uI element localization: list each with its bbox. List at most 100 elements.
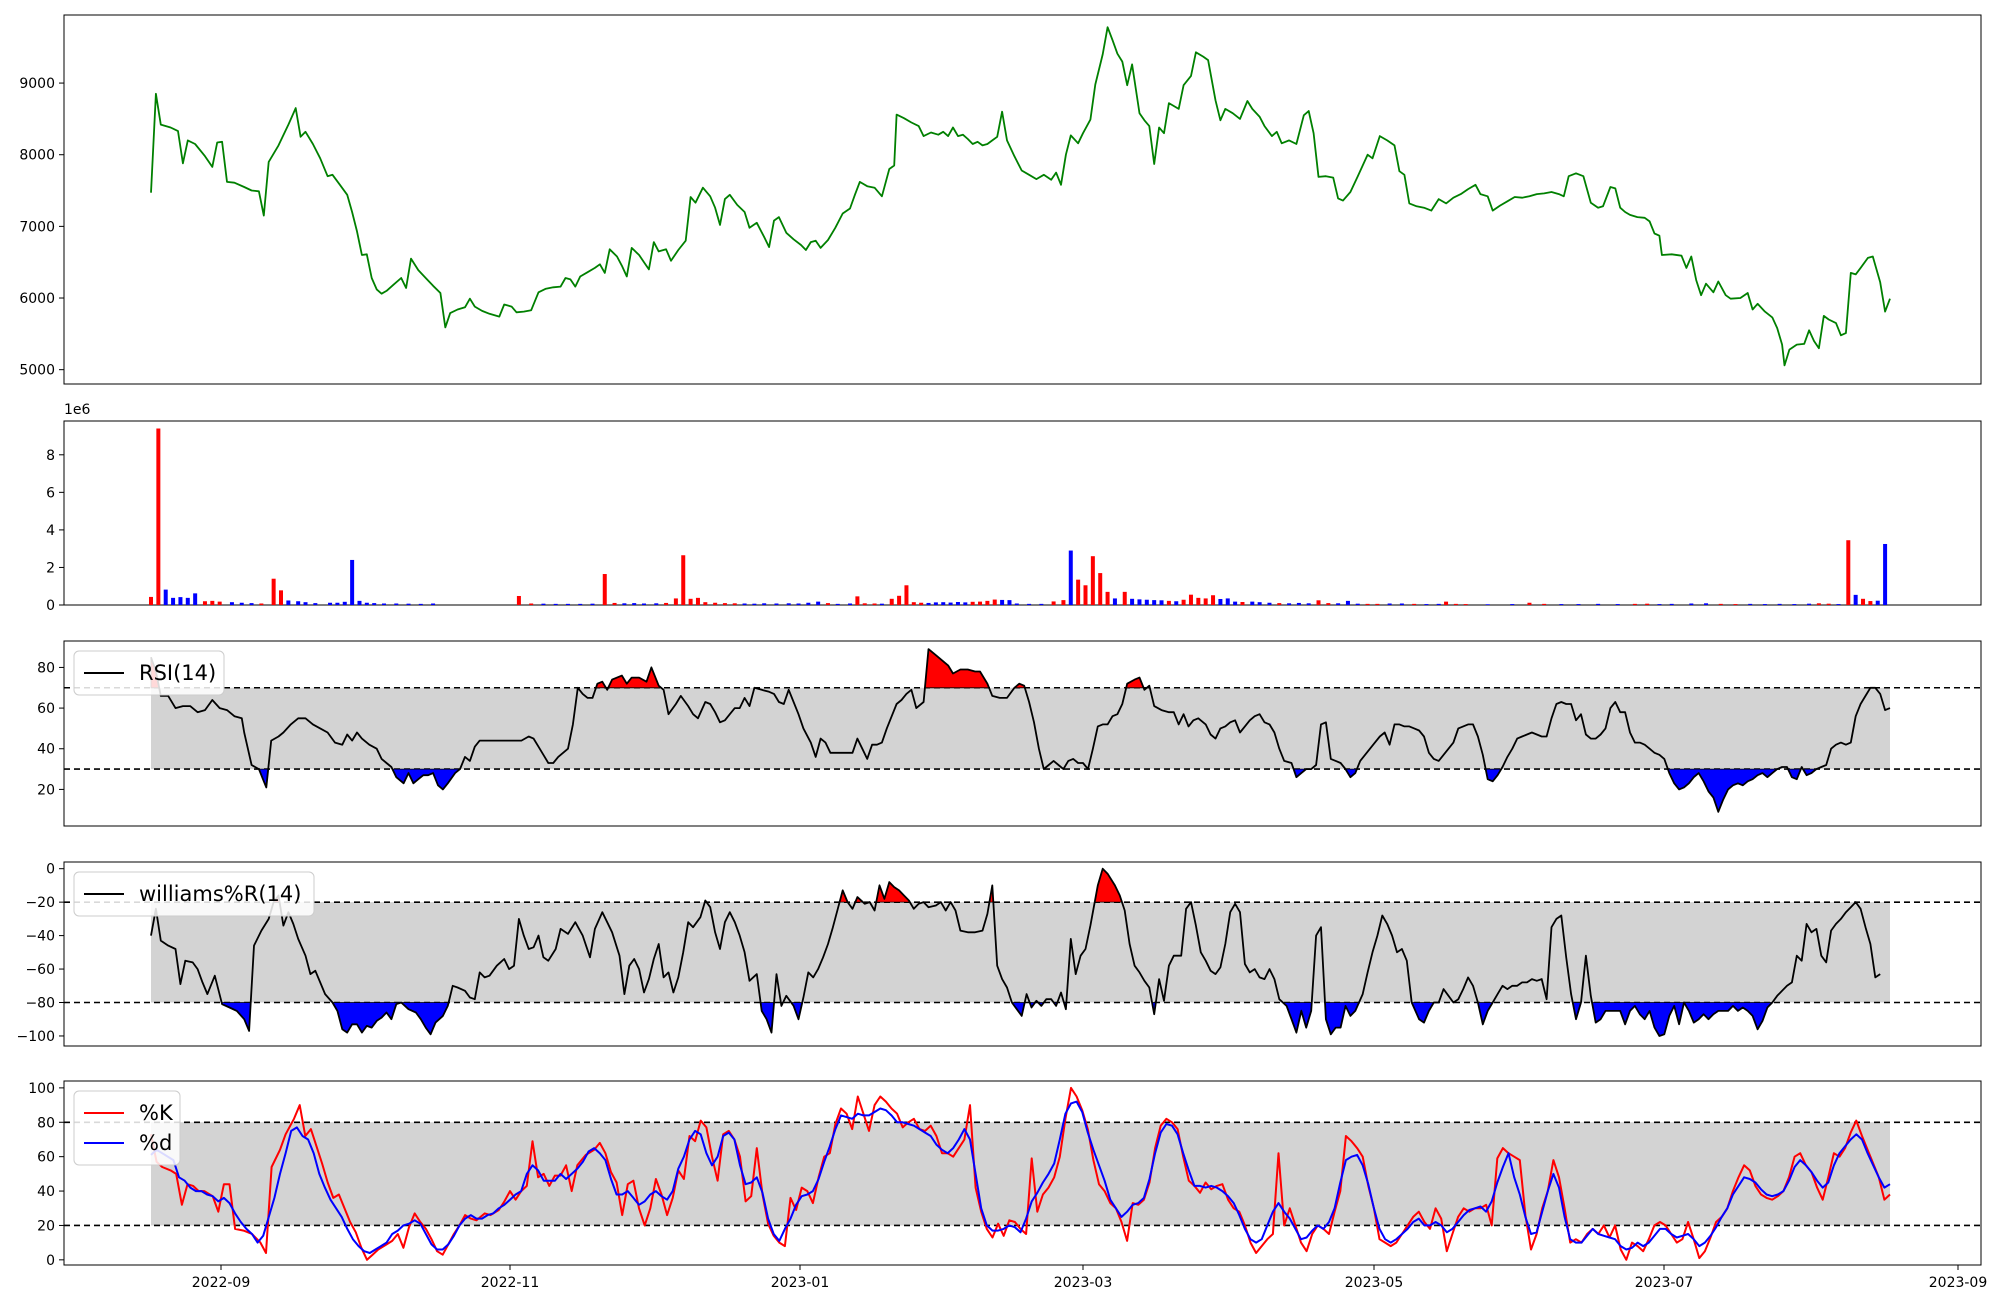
stochastic-band-fill (151, 1122, 1890, 1226)
volume-bar (1240, 601, 1245, 605)
volume-bar (1596, 603, 1601, 605)
volume-bar (862, 603, 867, 605)
volume-bar (654, 603, 659, 605)
volume-bar (239, 602, 244, 605)
volume-bar (695, 597, 700, 605)
volume-ytick-label: 2 (46, 560, 55, 576)
volume-bar (1098, 573, 1103, 605)
williams-axes (63, 861, 1982, 1047)
volume-bar (1051, 601, 1056, 605)
volume-bar (185, 597, 190, 605)
volume-bar (688, 598, 693, 605)
volume-bar (1444, 601, 1449, 605)
volume-bar (752, 603, 757, 605)
volume-bar (1188, 594, 1193, 605)
volume-bar (193, 593, 198, 605)
volume-bar (335, 602, 340, 605)
volume-bar (1336, 603, 1341, 605)
rsi-ytick-label: 80 (37, 660, 55, 676)
stochastic-axes (63, 1080, 1982, 1266)
volume-bar (249, 603, 254, 605)
volume-bar (1000, 599, 1005, 605)
volume-bar (590, 603, 595, 605)
volume-bar (889, 598, 894, 605)
volume-bar (382, 603, 387, 605)
volume-bar (955, 601, 960, 605)
volume-bar (529, 603, 534, 605)
volume-bar (642, 603, 647, 605)
volume-bar (1345, 600, 1350, 605)
x-axis-tick-label: 2022-09 (192, 1275, 251, 1291)
volume-bar (171, 597, 176, 605)
price-ytick-label: 8000 (19, 148, 55, 164)
stochastic-ytick-label: 40 (37, 1184, 55, 1200)
volume-bar (553, 603, 558, 605)
williams-legend-label: williams%R(14) (139, 882, 301, 906)
volume-bar (948, 602, 953, 605)
volume-bar (1296, 602, 1301, 605)
volume-bar (911, 602, 916, 605)
volume-bar (1267, 602, 1272, 605)
volume-bar (664, 602, 669, 605)
volume-bar (722, 603, 727, 605)
price-ytick-label: 7000 (19, 219, 55, 235)
volume-bar (673, 598, 678, 605)
volume-bar (1424, 604, 1429, 605)
volume-bar (941, 602, 946, 605)
x-axis-tick-label: 2023-01 (771, 1275, 830, 1291)
volume-bar (1853, 594, 1858, 605)
volume-bar (681, 555, 686, 605)
williams-ytick-label: −80 (25, 996, 55, 1012)
stochastic-ytick-label: 60 (37, 1150, 55, 1166)
volume-bar (1875, 600, 1880, 605)
williams-ytick-label: −60 (25, 962, 55, 978)
volume-offset-label: 1e6 (64, 402, 91, 418)
volume-bar (1112, 598, 1117, 605)
volume-bar (1287, 603, 1292, 605)
volume-bar (1105, 591, 1110, 605)
volume-bar (1375, 603, 1380, 605)
stochastic-ytick-label: 100 (28, 1081, 55, 1097)
volume-bar (1777, 603, 1782, 605)
volume-bar (1762, 604, 1767, 605)
rsi-axes (63, 640, 1982, 827)
volume-bar (1159, 600, 1164, 605)
volume-bar (1412, 603, 1417, 605)
volume-bar (229, 602, 234, 605)
x-axis-tick-label: 2023-07 (1635, 1275, 1694, 1291)
volume-bar (217, 601, 222, 605)
volume-bar (1836, 604, 1841, 605)
stochastic-ytick-label: 20 (37, 1218, 55, 1234)
volume-bar (786, 603, 791, 605)
volume-bar (1632, 603, 1637, 605)
williams-ytick-label: 0 (46, 862, 55, 878)
volume-bar (1039, 603, 1044, 605)
volume-bar (1733, 604, 1738, 605)
volume-bar (933, 602, 938, 605)
stochastic-legend-box (73, 1090, 181, 1166)
volume-bar (762, 603, 767, 605)
volume-bar (1792, 604, 1797, 605)
volume-bar (1076, 579, 1081, 605)
volume-ytick-label: 4 (46, 523, 55, 539)
price-ytick-label: 9000 (19, 76, 55, 92)
volume-bar (1868, 601, 1873, 605)
volume-bar (1174, 601, 1179, 605)
volume-bar (970, 601, 975, 605)
volume-bar (1387, 603, 1392, 605)
volume-bar (1218, 598, 1223, 605)
volume-bar (1365, 603, 1370, 605)
x-axis-tick-label: 2023-05 (1345, 1275, 1404, 1291)
rsi-legend-box (73, 650, 225, 696)
volume-bar (825, 603, 830, 605)
volume-ytick-label: 8 (46, 448, 55, 464)
volume-bar (1399, 603, 1404, 605)
volume-bar (1861, 598, 1866, 605)
volume-bar (816, 601, 821, 605)
stochastic-ytick-label: 0 (46, 1253, 55, 1269)
volume-bar (1510, 604, 1515, 605)
volume-bar (1277, 603, 1282, 605)
volume-bar (1816, 603, 1821, 605)
volume-ytick-label: 6 (46, 485, 55, 501)
